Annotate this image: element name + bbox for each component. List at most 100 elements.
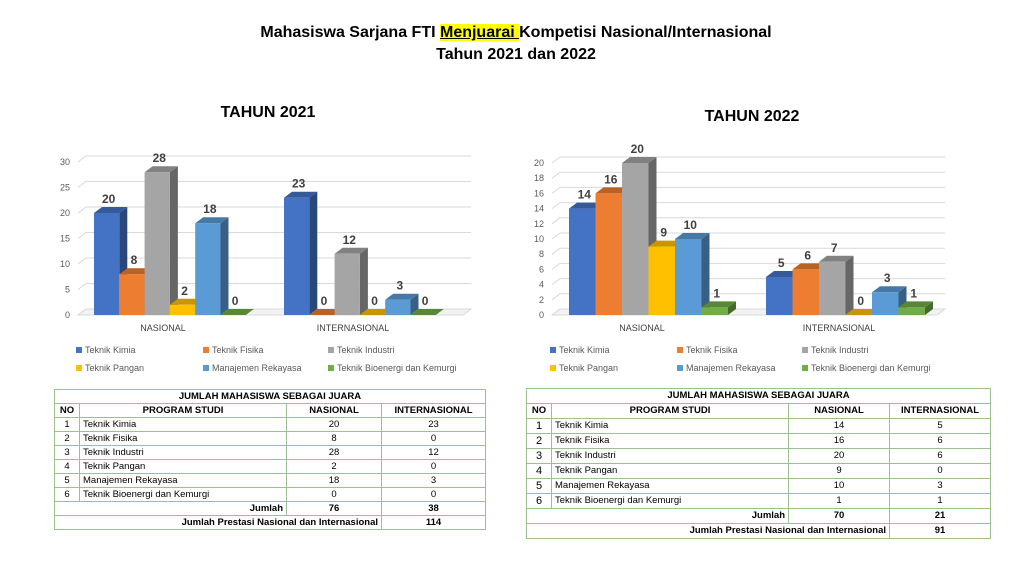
table-grand-total-row: Jumlah Prestasi Nasional dan Internasion… — [526, 523, 991, 539]
row-program: Teknik Bioenergi dan Kemurgi — [551, 493, 789, 509]
total-internasional: 21 — [889, 508, 991, 524]
bar-side — [169, 166, 178, 315]
grand-total-label: Jumlah Prestasi Nasional dan Internasion… — [54, 515, 382, 530]
bar-top — [766, 271, 801, 277]
data-label: 0 — [422, 294, 429, 308]
bar — [169, 304, 196, 315]
row-no: 2 — [526, 433, 552, 449]
bar-top — [94, 207, 128, 213]
table-row: 6 Teknik Bioenergi dan Kemurgi 1 1 — [526, 493, 991, 509]
gridline — [551, 186, 945, 194]
legend-label: Teknik Bioenergi dan Kemurgi — [811, 363, 931, 373]
table-2021: JUMLAH MAHASISWA SEBAGAI JUARA NO PROGRA… — [54, 389, 486, 530]
category-label: NASIONAL — [619, 323, 665, 333]
row-internasional: 3 — [889, 478, 991, 494]
bar-top — [648, 240, 683, 247]
table-row: 2 Teknik Fisika 16 6 — [526, 433, 991, 449]
y-tick-label: 6 — [539, 264, 544, 274]
row-internasional: 0 — [381, 487, 486, 502]
bar-top — [284, 191, 318, 198]
table-caption-row: JUMLAH MAHASISWA SEBAGAI JUARA — [54, 389, 486, 404]
table-total-row: Jumlah 76 38 — [54, 501, 486, 516]
table-row: 6 Teknik Bioenergi dan Kemurgi 0 0 — [54, 487, 486, 502]
bar-side — [410, 293, 419, 315]
data-label: 14 — [578, 188, 592, 202]
header-nasional: NASIONAL — [788, 403, 890, 419]
row-nasional: 16 — [788, 433, 890, 449]
data-label: 23 — [292, 177, 306, 191]
row-nasional: 9 — [788, 463, 890, 479]
bar-side — [728, 301, 736, 315]
data-label: 28 — [153, 151, 167, 165]
gridline — [77, 155, 471, 163]
gridline — [551, 156, 945, 164]
row-no: 4 — [526, 463, 552, 479]
data-label: 16 — [604, 172, 618, 186]
bar-top — [359, 309, 394, 315]
row-internasional: 1 — [889, 493, 991, 509]
bar-side — [845, 255, 854, 315]
legend-label: Teknik Fisika — [686, 345, 738, 355]
row-program: Teknik Pangan — [79, 459, 287, 474]
y-tick-label: 4 — [539, 280, 544, 290]
gridline — [551, 247, 945, 255]
y-tick-label: 16 — [534, 188, 544, 198]
row-no: 3 — [526, 448, 552, 464]
total-nasional: 70 — [788, 508, 890, 524]
row-nasional: 14 — [788, 418, 890, 434]
gridline — [77, 181, 471, 188]
data-label: 0 — [857, 294, 864, 308]
row-no: 5 — [526, 478, 552, 494]
data-label: 7 — [831, 241, 838, 255]
y-tick-label: 5 — [65, 285, 70, 295]
table-header-row: NO PROGRAM STUDI NASIONAL INTERNASIONAL — [54, 403, 486, 418]
total-nasional: 76 — [286, 501, 382, 516]
legend-label: Teknik Bioenergi dan Kemurgi — [337, 363, 457, 373]
legend-swatch — [677, 365, 683, 371]
bar-side — [309, 191, 318, 315]
table-row: 4 Teknik Pangan 2 0 — [54, 459, 486, 474]
bar-top — [701, 301, 736, 308]
row-no: 4 — [54, 459, 80, 474]
data-label: 5 — [778, 256, 785, 270]
header-internasional: INTERNASIONAL — [381, 403, 486, 418]
legend-swatch — [203, 365, 209, 371]
y-tick-label: 0 — [65, 310, 70, 320]
grand-total-value: 114 — [381, 515, 486, 530]
row-nasional: 8 — [286, 431, 382, 446]
row-internasional: 6 — [889, 433, 991, 449]
bar-top — [220, 309, 254, 315]
grand-total-value: 91 — [889, 523, 991, 539]
row-nasional: 10 — [788, 478, 890, 494]
main-title-line2: Tahun 2021 dan 2022 — [436, 46, 596, 63]
bar-top — [595, 187, 630, 194]
bar-top — [569, 202, 604, 209]
legend-label: Manajemen Rekayasa — [212, 363, 302, 373]
row-internasional: 3 — [381, 473, 486, 488]
y-tick-label: 20 — [60, 208, 70, 218]
y-tick-label: 10 — [60, 259, 70, 269]
category-label: INTERNASIONAL — [317, 323, 390, 333]
row-no: 2 — [54, 431, 80, 446]
bar-top — [792, 263, 827, 270]
y-tick-label: 15 — [60, 234, 70, 244]
y-tick-label: 30 — [60, 157, 70, 167]
legend-swatch — [550, 365, 556, 371]
bar — [569, 208, 596, 315]
table-row: 5 Manajemen Rekayasa 18 3 — [54, 473, 486, 488]
data-label: 1 — [713, 286, 720, 300]
table-row: 3 Teknik Industri 28 12 — [54, 445, 486, 460]
bar — [766, 277, 793, 315]
bar-top — [872, 286, 907, 293]
y-tick-label: 2 — [539, 295, 544, 305]
bar-top — [195, 217, 229, 224]
legend-label: Teknik Kimia — [559, 345, 610, 355]
data-label: 20 — [631, 142, 645, 156]
legend-swatch — [802, 365, 808, 371]
bar-side — [220, 217, 229, 315]
row-nasional: 18 — [286, 473, 382, 488]
bar — [701, 307, 728, 315]
row-nasional: 28 — [286, 445, 382, 460]
row-internasional: 0 — [889, 463, 991, 479]
bar — [648, 246, 675, 315]
